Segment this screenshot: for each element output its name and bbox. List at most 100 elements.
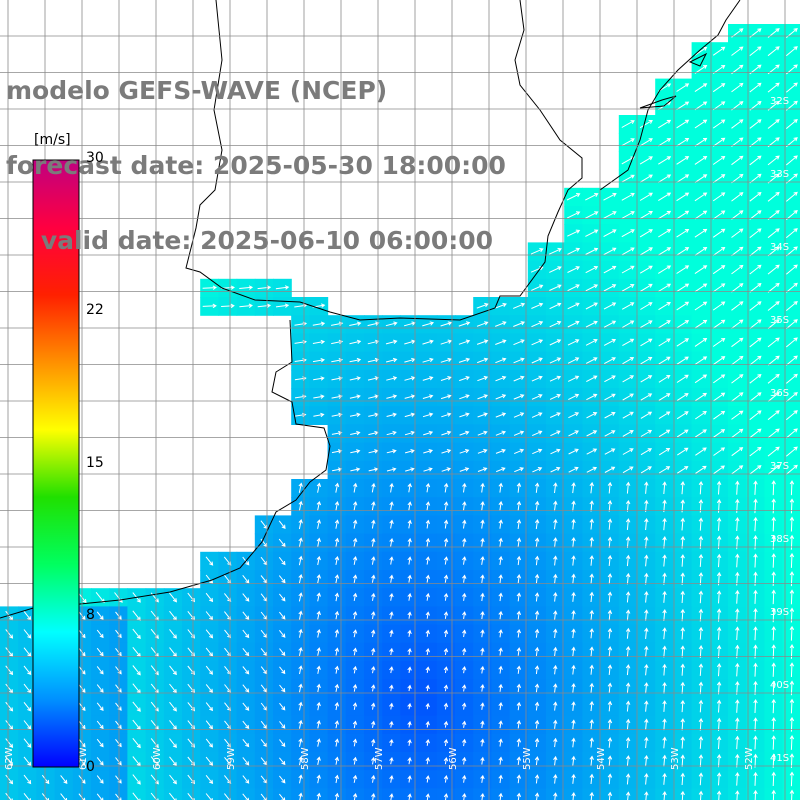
wind-arrow bbox=[498, 610, 503, 620]
wind-arrow bbox=[589, 609, 594, 621]
wind-arrow bbox=[603, 229, 617, 238]
wind-arrow bbox=[334, 792, 340, 800]
wind-arrow bbox=[96, 775, 104, 784]
brazil-coast-path bbox=[599, 0, 741, 191]
wind-arrow bbox=[767, 319, 780, 330]
wind-arrow bbox=[334, 555, 340, 565]
wind-arrow bbox=[753, 662, 758, 677]
wind-arrow bbox=[407, 720, 412, 728]
wind-arrow bbox=[621, 211, 635, 219]
wind-arrow bbox=[785, 428, 798, 439]
wind-arrow bbox=[658, 138, 672, 147]
wind-arrow bbox=[298, 719, 303, 729]
wind-arrow bbox=[658, 411, 671, 420]
wind-arrow bbox=[698, 608, 704, 622]
wind-arrow bbox=[789, 498, 795, 514]
wind-arrow bbox=[96, 629, 104, 639]
wind-arrow bbox=[640, 466, 652, 474]
wind-arrow bbox=[278, 520, 286, 529]
wind-arrow bbox=[553, 755, 558, 766]
wind-arrow bbox=[571, 537, 576, 548]
wind-arrow bbox=[604, 393, 616, 401]
wind-arrow bbox=[571, 773, 576, 784]
wind-arrow bbox=[749, 355, 762, 366]
wind-arrow bbox=[352, 738, 358, 747]
wind-arrow bbox=[731, 374, 744, 384]
wind-arrow bbox=[205, 738, 213, 748]
wind-arrow bbox=[735, 772, 740, 786]
wind-arrow bbox=[644, 518, 649, 531]
wind-arrow bbox=[5, 629, 14, 639]
wind-arrow bbox=[531, 302, 544, 309]
wind-arrow bbox=[498, 738, 503, 747]
wind-arrow bbox=[589, 628, 594, 639]
wind-arrow bbox=[425, 501, 431, 511]
wind-arrow bbox=[694, 137, 708, 147]
wind-arrow bbox=[753, 516, 758, 532]
wind-arrow bbox=[5, 756, 14, 767]
wind-arrow bbox=[644, 682, 649, 694]
wind-arrow bbox=[662, 772, 667, 785]
wind-arrow bbox=[443, 629, 449, 637]
wind-arrow bbox=[443, 702, 449, 710]
wind-arrow bbox=[371, 720, 376, 728]
wind-arrow bbox=[731, 410, 744, 420]
wind-arrow bbox=[385, 321, 398, 327]
wind-arrow bbox=[368, 467, 379, 472]
wind-arrow bbox=[567, 229, 581, 237]
wind-arrow bbox=[731, 210, 744, 220]
wind-arrow bbox=[298, 701, 303, 711]
wind-arrow bbox=[767, 337, 780, 348]
wind-arrow bbox=[513, 302, 526, 309]
wind-arrow bbox=[622, 393, 634, 401]
wind-arrow bbox=[531, 339, 544, 346]
wind-arrow bbox=[298, 774, 303, 784]
wind-arrow bbox=[680, 481, 685, 495]
wind-arrow bbox=[716, 663, 722, 677]
wind-arrow bbox=[279, 611, 286, 620]
wind-arrow bbox=[407, 757, 412, 765]
wind-arrow bbox=[443, 720, 449, 728]
wind-arrow bbox=[716, 754, 722, 768]
wind-arrow bbox=[767, 155, 780, 166]
wind-arrow bbox=[749, 392, 762, 402]
wind-arrow bbox=[586, 375, 598, 383]
wind-arrow bbox=[713, 374, 726, 384]
wind-arrow bbox=[621, 120, 635, 128]
wind-arrow bbox=[516, 720, 522, 729]
wind-arrow bbox=[279, 702, 286, 711]
wind-arrow bbox=[694, 83, 708, 93]
wind-arrow bbox=[789, 662, 795, 678]
wind-arrow bbox=[440, 321, 453, 327]
wind-arrow bbox=[785, 355, 798, 366]
wind-arrow bbox=[443, 666, 449, 674]
wind-arrow bbox=[389, 702, 394, 710]
wind-arrow bbox=[698, 717, 704, 731]
wind-arrow bbox=[386, 430, 397, 436]
wind-arrow bbox=[568, 412, 580, 419]
wind-arrow bbox=[549, 320, 562, 328]
wind-arrow bbox=[239, 285, 254, 290]
wind-arrow bbox=[205, 556, 214, 566]
wind-arrow bbox=[589, 646, 594, 657]
wind-arrow bbox=[389, 592, 394, 601]
wind-arrow bbox=[571, 646, 576, 657]
wind-arrow bbox=[676, 119, 690, 129]
wind-arrow bbox=[680, 554, 685, 567]
wind-arrow bbox=[771, 789, 776, 800]
wind-arrow bbox=[694, 119, 708, 129]
wind-arrow bbox=[425, 556, 431, 565]
wind-arrow bbox=[316, 519, 321, 529]
wind-arrow bbox=[753, 753, 758, 768]
wind-arrow bbox=[621, 138, 635, 147]
colorbar bbox=[32, 159, 80, 768]
wind-arrow bbox=[371, 574, 376, 583]
wind-arrow bbox=[386, 449, 397, 454]
wind-arrow bbox=[662, 645, 667, 658]
wind-arrow bbox=[553, 537, 558, 548]
wind-arrow bbox=[205, 665, 213, 675]
wind-arrow bbox=[549, 266, 562, 273]
wind-arrow bbox=[676, 301, 690, 311]
wind-arrow bbox=[622, 357, 635, 365]
wind-arrow bbox=[585, 302, 598, 310]
